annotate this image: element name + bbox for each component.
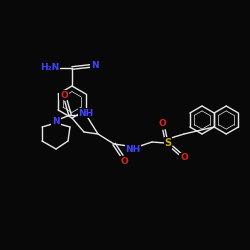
Text: O: O [158,120,166,128]
Text: NH: NH [78,108,94,118]
Text: O: O [60,90,68,100]
Text: NH: NH [126,146,140,154]
Text: N: N [52,116,60,126]
Text: O: O [120,156,128,166]
Text: O: O [180,154,188,162]
Text: S: S [164,138,172,148]
Text: N: N [91,62,99,70]
Text: H₂N: H₂N [40,64,60,72]
